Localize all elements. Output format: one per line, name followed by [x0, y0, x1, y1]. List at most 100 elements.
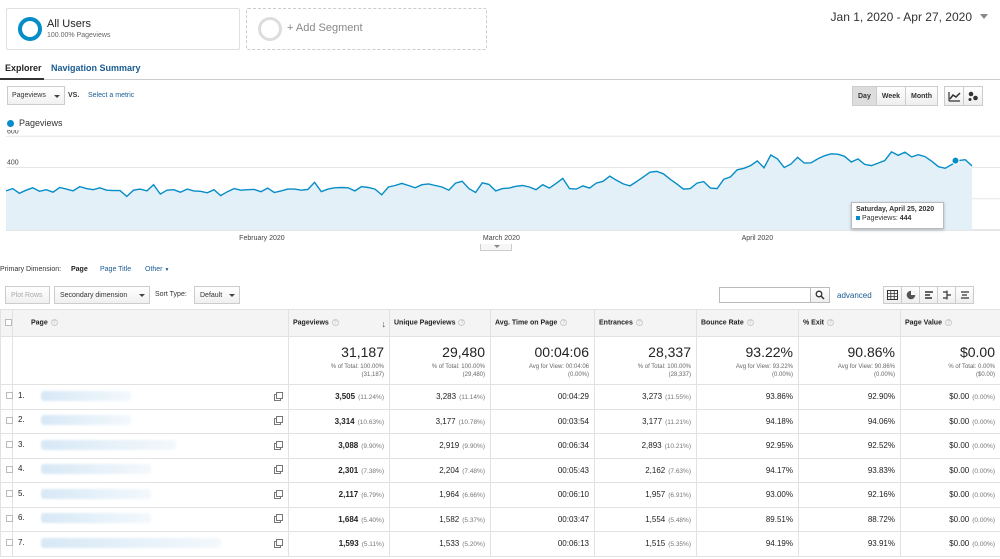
segment-all-users[interactable]: All Users 100.00% Pageviews	[6, 8, 240, 50]
page-cell[interactable]: 5.	[12, 482, 289, 508]
col-header-page-value[interactable]: Page Value?	[900, 309, 1000, 337]
chart-resize-handle[interactable]	[480, 244, 512, 251]
col-header-page[interactable]: Page?	[12, 309, 289, 337]
table-row[interactable]: 1. 3,505 (11.24%) 3,283 (11.14%) 00:04:29 …	[0, 384, 1000, 410]
col-header-exit[interactable]: % Exit?	[798, 309, 901, 337]
help-icon[interactable]: ?	[50, 319, 58, 327]
page-cell[interactable]: 6.	[12, 506, 289, 532]
metric-select[interactable]: Pageviews	[7, 86, 65, 105]
col-header-entrances[interactable]: Entrances?	[594, 309, 697, 337]
redacted-page-path[interactable]	[40, 439, 176, 450]
select-all-checkbox[interactable]	[5, 318, 12, 326]
row-checkbox[interactable]	[6, 465, 13, 473]
total-pageviews: 31,187 % of Total: 100.00% (31,187)	[288, 336, 390, 385]
page-value: $0.00	[949, 490, 970, 500]
redacted-page-path[interactable]	[40, 513, 151, 524]
row-checkbox[interactable]	[6, 416, 13, 424]
external-link-icon[interactable]	[274, 391, 283, 403]
tab-navigation-summary[interactable]: Navigation Summary	[51, 63, 141, 73]
help-icon[interactable]: ?	[827, 319, 835, 327]
month-button[interactable]: Month	[905, 86, 939, 106]
row-select-cell[interactable]	[0, 384, 13, 410]
week-button[interactable]: Week	[875, 86, 907, 106]
row-select-cell[interactable]	[0, 482, 13, 508]
col-header-avg-time[interactable]: Avg. Time on Page?	[490, 309, 595, 337]
line-chart-icon[interactable]	[944, 86, 964, 106]
row-checkbox[interactable]	[6, 392, 13, 400]
col-header-bounce-rate[interactable]: Bounce Rate?	[696, 309, 799, 337]
row-select-cell[interactable]	[0, 408, 13, 434]
table-row[interactable]: 4. 2,301 (7.38%) 2,204 (7.48%) 00:05:43 2,…	[0, 457, 1000, 483]
day-button[interactable]: Day	[852, 86, 877, 106]
tooltip-value: 444	[899, 215, 912, 222]
tab-explorer[interactable]: Explorer	[5, 63, 42, 73]
external-link-icon[interactable]	[274, 465, 283, 476]
unique-value: 2,919	[439, 441, 460, 451]
table-row[interactable]: 5. 2,117 (6.79%) 1,964 (6.66%) 00:06:10 1,…	[0, 482, 1000, 508]
row-select-cell[interactable]	[0, 433, 13, 459]
external-link-icon[interactable]	[274, 538, 283, 550]
redacted-page-path[interactable]	[40, 464, 151, 475]
table-search-input[interactable]	[719, 287, 811, 303]
col-header-unique-pageviews[interactable]: Unique Pageviews?	[389, 309, 491, 337]
highlighted-point[interactable]	[951, 156, 960, 165]
row-checkbox[interactable]	[6, 441, 13, 449]
table-row[interactable]: 7. 1,593 (5.11%) 1,533 (5.20%) 00:06:13 1,…	[0, 531, 1000, 557]
comparison-icon[interactable]	[937, 286, 956, 304]
search-icon[interactable]	[810, 287, 830, 303]
pie-chart-icon[interactable]	[901, 286, 920, 304]
help-icon[interactable]: ?	[458, 319, 466, 327]
data-table-icon[interactable]	[883, 286, 902, 304]
help-icon[interactable]: ?	[331, 319, 339, 327]
page-cell[interactable]: 2.	[12, 408, 289, 434]
row-select-cell[interactable]	[0, 457, 13, 483]
select-all-cell[interactable]	[0, 309, 13, 337]
table-row[interactable]: 3. 3,088 (9.90%) 2,919 (9.90%) 00:06:34 2,…	[0, 433, 1000, 459]
redacted-page-path[interactable]	[40, 415, 131, 426]
col-header-pageviews[interactable]: Pageviews? ↓	[288, 309, 390, 337]
help-icon[interactable]: ?	[944, 319, 952, 327]
redacted-page-path[interactable]	[40, 390, 131, 401]
page-cell[interactable]: 4.	[12, 457, 289, 483]
row-checkbox[interactable]	[6, 490, 13, 498]
help-icon[interactable]: ?	[560, 319, 568, 327]
redacted-page-path[interactable]	[40, 537, 221, 548]
help-icon[interactable]: ?	[635, 319, 643, 327]
page-cell[interactable]: 7.	[12, 531, 289, 557]
chevron-down-icon[interactable]	[980, 14, 988, 19]
external-link-icon[interactable]	[274, 514, 283, 525]
help-icon[interactable]: ?	[746, 319, 754, 327]
tooltip-series-swatch	[856, 216, 860, 221]
time-cell: 00:06:10	[490, 482, 595, 508]
bounce-cell: 93.86%	[696, 384, 799, 410]
external-link-icon[interactable]	[274, 416, 283, 427]
page-cell[interactable]: 3.	[12, 433, 289, 459]
secondary-dimension-select[interactable]: Secondary dimension	[54, 286, 150, 304]
bounce-cell: 94.17%	[696, 457, 799, 483]
row-checkbox[interactable]	[6, 514, 13, 522]
term-cloud-icon[interactable]	[955, 286, 974, 304]
select-metric-link[interactable]: Select a metric	[88, 92, 135, 99]
advanced-filter-link[interactable]: advanced	[837, 291, 872, 300]
sort-type-select[interactable]: Default	[194, 286, 240, 304]
row-select-cell[interactable]	[0, 506, 13, 532]
redacted-page-path[interactable]	[40, 488, 151, 499]
external-link-icon[interactable]	[274, 489, 283, 501]
exit-cell: 93.83%	[798, 457, 901, 483]
table-row[interactable]: 2. 3,314 (10.63%) 3,177 (10.78%) 00:03:54 …	[0, 408, 1000, 434]
date-range-picker[interactable]: Jan 1, 2020 - Apr 27, 2020	[830, 10, 972, 24]
dimension-other[interactable]: Other ▼	[145, 266, 169, 273]
plot-rows-button[interactable]: Plot Rows	[5, 286, 50, 304]
page-cell[interactable]: 1.	[12, 384, 289, 410]
motion-chart-icon[interactable]	[963, 86, 983, 106]
col-header-entrances-label: Entrances	[599, 319, 633, 327]
performance-icon[interactable]	[919, 286, 938, 304]
tooltip-value-row: Pageviews: 444	[856, 215, 939, 222]
row-select-cell[interactable]	[0, 531, 13, 557]
row-checkbox[interactable]	[6, 539, 13, 547]
table-row[interactable]: 6. 1,684 (5.40%) 1,582 (5.37%) 00:03:47 1,…	[0, 506, 1000, 532]
add-segment-button[interactable]: + Add Segment	[246, 8, 487, 50]
external-link-icon[interactable]	[274, 440, 283, 452]
dimension-page-title[interactable]: Page Title	[100, 266, 132, 273]
